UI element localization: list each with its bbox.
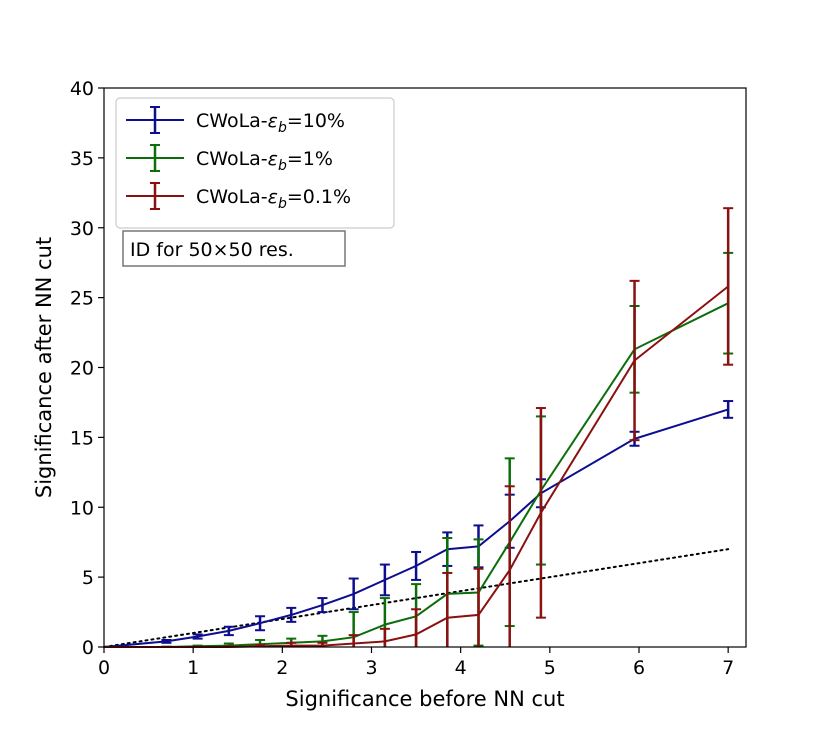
x-tick-label: 1	[187, 657, 199, 679]
legend-label: CWoLa-εb=1%	[196, 148, 333, 174]
legend-label-suffix: =1%	[287, 148, 333, 170]
legend-label: CWoLa-εb=10%	[196, 110, 345, 136]
legend-label-symbol: ε	[268, 148, 278, 170]
axes: 0 1 2 3 4 5 6 7 0 5 10 15 20 25 30 35 40	[70, 78, 734, 679]
legend-label-symbol: ε	[268, 186, 278, 208]
legend-item: CWoLa-εb=1%	[126, 144, 333, 174]
legend-label-prefix: CWoLa-	[196, 148, 268, 170]
legend-label-subscript: b	[278, 196, 287, 212]
x-axis-title: Significance before NN cut	[285, 687, 564, 711]
legend-label-symbol: ε	[268, 110, 278, 132]
legend-label: CWoLa-εb=0.1%	[196, 186, 351, 212]
y-tick-label: 10	[70, 497, 94, 519]
x-tick-label: 5	[544, 657, 556, 679]
y-tick-label: 25	[70, 288, 94, 310]
legend-item: CWoLa-εb=0.1%	[126, 182, 351, 212]
annotation-frame	[122, 230, 346, 267]
legend: CWoLa-εb=10%CWoLa-εb=1%CWoLa-εb=0.1%	[115, 97, 395, 229]
y-tick-label: 30	[70, 218, 94, 240]
x-tick-label: 7	[722, 657, 734, 679]
y-tick-label: 35	[70, 148, 94, 170]
legend-label-prefix: CWoLa-	[196, 186, 268, 208]
legend-label-suffix: =10%	[287, 110, 345, 132]
annotation-box: ID for 50×50 res.	[122, 230, 346, 267]
y-tick-label: 40	[70, 78, 94, 100]
y-tick-label: 5	[82, 567, 94, 589]
plot-area	[103, 207, 734, 648]
series-line	[104, 302, 729, 648]
legend-label-subscript: b	[278, 158, 287, 174]
legend-frame	[115, 97, 395, 229]
x-tick-label: 4	[455, 657, 467, 679]
x-tick-label: 0	[98, 657, 110, 679]
legend-label-suffix: =0.1%	[287, 186, 351, 208]
y-tick-label: 20	[70, 358, 94, 380]
x-tick-label: 2	[276, 657, 288, 679]
y-axis-title: Significance after NN cut	[32, 237, 56, 498]
legend-label-subscript: b	[278, 120, 287, 136]
x-tick-label: 6	[633, 657, 645, 679]
x-tick-label: 3	[365, 657, 377, 679]
y-tick-label: 15	[70, 427, 94, 449]
legend-item: CWoLa-εb=10%	[126, 106, 345, 136]
legend-label-prefix: CWoLa-	[196, 110, 268, 132]
y-tick-label: 0	[82, 637, 94, 659]
annotation-text: ID for 50×50 res.	[130, 239, 294, 261]
series-line	[103, 408, 729, 648]
